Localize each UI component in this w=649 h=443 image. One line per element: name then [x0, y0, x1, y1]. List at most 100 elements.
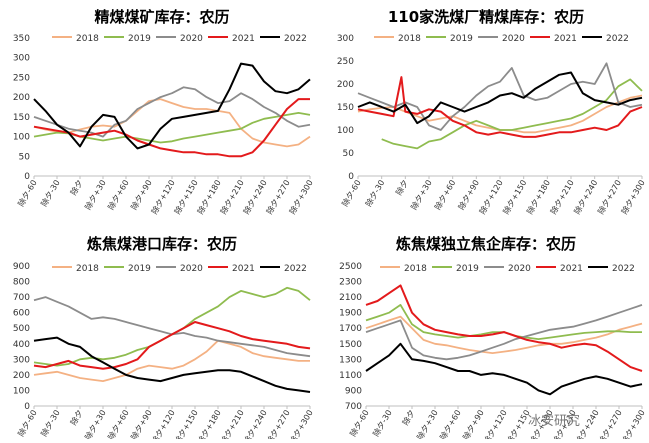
legend-label-2020: 2020 — [508, 264, 531, 274]
series-line-2021 — [33, 98, 310, 158]
x-tick-label: 除夕-30 — [363, 178, 386, 208]
x-tick-label: 除夕+240 — [572, 178, 600, 216]
x-tick-label: 除夕 — [393, 178, 410, 197]
series-line-2019 — [33, 112, 311, 144]
x-tick-label: 除夕+240 — [241, 408, 269, 439]
legend-label-2021: 2021 — [554, 34, 577, 44]
chart-title: 110家洗煤厂精煤库存：农历 — [388, 8, 584, 26]
x-tick-label: 除夕-60 — [348, 408, 371, 438]
y-tick-label: 2300 — [339, 278, 362, 288]
legend-label-2022: 2022 — [284, 34, 307, 44]
x-tick-label: 除夕-60 — [16, 178, 39, 208]
chart-panel-3: 炼焦煤港口库存：农历 2018 2019 2020 2021 2022 0 100 200 300… — [13, 235, 315, 443]
y-tick-label: 500 — [13, 324, 30, 334]
y-tick-label: 2100 — [339, 293, 362, 303]
x-tick-label: 除夕+210 — [548, 178, 576, 216]
legend-label-2018: 2018 — [404, 264, 427, 274]
x-tick-label: 除夕+60 — [432, 178, 457, 211]
y-tick-label: 1700 — [339, 324, 362, 334]
series-line-2018 — [365, 315, 643, 355]
y-tick-label: 300 — [337, 34, 354, 44]
x-tick-label: 除夕 — [68, 408, 85, 427]
x-tick-label: 除夕+300 — [619, 178, 647, 216]
x-tick-label: 除夕 — [68, 178, 85, 197]
x-tick-label: 除夕+60 — [106, 178, 131, 211]
x-tick-label: 除夕+30 — [415, 408, 440, 439]
y-tick-label: 300 — [13, 355, 30, 365]
x-tick-label: 除夕+150 — [501, 178, 529, 216]
y-tick-label: 100 — [13, 386, 30, 396]
y-tick-label: 50 — [19, 152, 31, 162]
series-line-2022 — [33, 336, 311, 393]
y-tick-label: 300 — [13, 54, 30, 64]
y-tick-label: 250 — [337, 57, 354, 67]
legend-label-2020: 2020 — [180, 34, 203, 44]
series-line-2022 — [365, 342, 643, 396]
y-tick-label: 600 — [13, 309, 30, 319]
y-tick-label: 0 — [348, 172, 354, 182]
x-tick-label: 除夕+270 — [595, 178, 623, 216]
chart-title: 炼焦煤独立焦企库存：农历 — [396, 235, 576, 253]
x-tick-label: 除夕-30 — [39, 408, 62, 438]
x-tick-label: 除夕-60 — [16, 408, 39, 438]
legend-label-2021: 2021 — [232, 264, 255, 274]
legend-label-2019: 2019 — [456, 264, 479, 274]
x-tick-label: 除夕+270 — [596, 408, 624, 439]
y-tick-label: 900 — [345, 386, 362, 396]
y-tick-label: 250 — [13, 73, 30, 83]
x-tick-label: 除夕+210 — [218, 408, 246, 439]
x-tick-label: 除夕 — [400, 408, 417, 427]
y-tick-label: 200 — [337, 80, 354, 90]
legend-label-2018: 2018 — [76, 34, 99, 44]
series-line-2021 — [357, 76, 643, 138]
legend-label-2020: 2020 — [180, 264, 203, 274]
legend-label-2022: 2022 — [612, 264, 635, 274]
chart-panel-1: 精煤煤矿库存：农历 2018 2019 2020 2021 2022 0 50 100 150 20… — [13, 8, 315, 216]
x-tick-label: 除夕+120 — [477, 178, 505, 216]
y-tick-label: 1500 — [339, 340, 362, 350]
series-line-2018 — [33, 339, 310, 383]
series-line-2022 — [33, 62, 311, 150]
x-tick-label: 除夕-30 — [39, 178, 62, 208]
legend-label-2018: 2018 — [76, 264, 99, 274]
y-tick-label: 150 — [13, 113, 30, 123]
legend-label-2022: 2022 — [284, 264, 307, 274]
watermark-text: 冰安研究 — [528, 414, 581, 429]
x-tick-label: 除夕+90 — [456, 178, 481, 211]
chart-title: 精煤煤矿库存：农历 — [94, 8, 229, 26]
y-tick-label: 200 — [13, 93, 30, 103]
y-tick-label: 800 — [13, 278, 30, 288]
x-tick-label: 除夕+270 — [264, 408, 292, 439]
series-line-2019 — [33, 286, 311, 367]
series-line-2022 — [357, 71, 643, 125]
x-tick-label: 除夕+150 — [172, 408, 200, 439]
y-tick-label: 150 — [337, 103, 354, 113]
legend-label-2022: 2022 — [606, 34, 629, 44]
y-tick-label: 200 — [13, 371, 30, 381]
y-tick-label: 700 — [345, 402, 362, 412]
legend-label-2019: 2019 — [450, 34, 473, 44]
x-tick-label: 除夕+60 — [438, 408, 463, 439]
legend-label-2019: 2019 — [128, 34, 151, 44]
y-tick-label: 700 — [13, 293, 30, 303]
y-tick-label: 900 — [13, 262, 30, 272]
y-tick-label: 400 — [13, 340, 30, 350]
series-line-2019 — [381, 78, 643, 150]
chart-title: 炼焦煤港口库存：农历 — [87, 235, 237, 253]
series-line-2020 — [33, 296, 311, 358]
y-tick-label: 50 — [343, 149, 355, 159]
x-tick-label: 除夕+90 — [129, 178, 154, 211]
x-tick-label: 除夕+120 — [149, 408, 177, 439]
x-tick-label: 除夕+60 — [106, 408, 131, 439]
x-tick-label: 除夕+300 — [619, 408, 647, 439]
y-tick-label: 2500 — [339, 262, 362, 272]
legend-label-2018: 2018 — [398, 34, 421, 44]
x-tick-label: 除夕+30 — [83, 178, 108, 211]
x-tick-label: 除夕+180 — [195, 408, 223, 439]
series-line-2020 — [357, 62, 643, 131]
y-tick-label: 350 — [13, 34, 30, 44]
x-tick-label: 除夕+120 — [481, 408, 509, 439]
x-tick-label: 除夕+90 — [461, 408, 486, 439]
x-tick-label: 除夕+30 — [409, 178, 434, 211]
